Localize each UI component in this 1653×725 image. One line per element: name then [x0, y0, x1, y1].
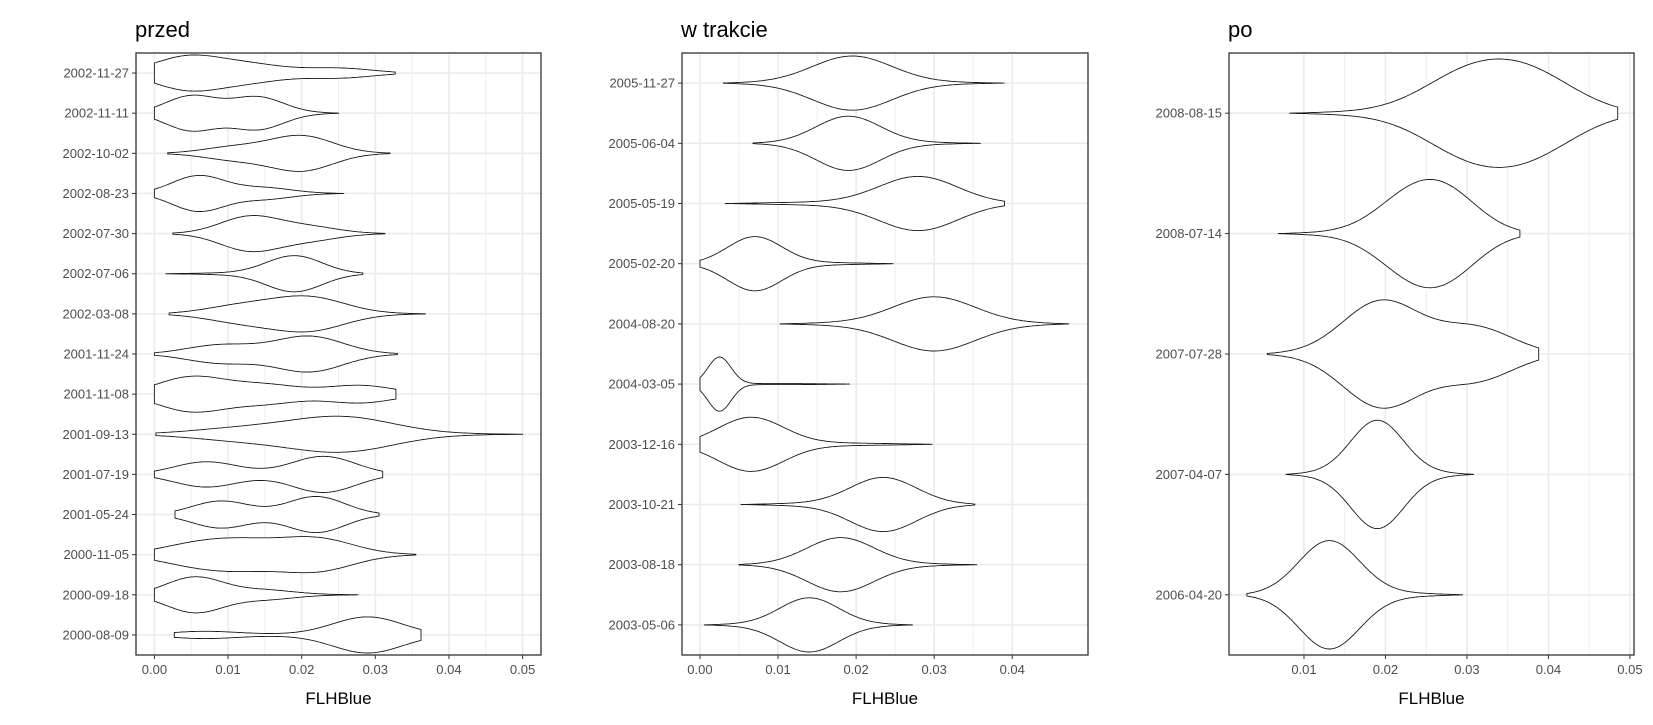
- x-tick-label: 0.05: [1617, 662, 1642, 677]
- x-tick-label: 0.03: [363, 662, 388, 677]
- violin-shape: [153, 536, 417, 574]
- y-tick-label: 2003-08-18: [609, 557, 676, 572]
- violin-shape: [153, 576, 359, 614]
- violin-shape: [703, 597, 913, 653]
- y-tick-label: 2001-07-19: [63, 467, 130, 482]
- violin-shape: [1277, 178, 1521, 289]
- x-tick-label: 0.03: [922, 662, 947, 677]
- violin-shape: [779, 296, 1069, 352]
- y-tick-label: 2006-04-20: [1156, 587, 1223, 602]
- violin-shape: [153, 174, 345, 212]
- violin-shape: [172, 215, 386, 253]
- x-tick-label: 0.01: [215, 662, 240, 677]
- panel-border: [681, 52, 1089, 656]
- x-tick-label: 0.00: [687, 662, 712, 677]
- violin-shape: [153, 54, 396, 92]
- violin-shape: [740, 476, 976, 533]
- y-tick-label: 2003-05-06: [609, 617, 676, 632]
- violin-shape: [699, 416, 933, 472]
- x-tick-label: 0.04: [436, 662, 461, 677]
- y-tick-label: 2007-07-28: [1156, 347, 1223, 362]
- x-tick-label: 0.02: [843, 662, 868, 677]
- violin-shape: [752, 115, 981, 171]
- y-tick-label: 2002-07-30: [63, 226, 130, 241]
- y-tick-label: 2005-11-27: [609, 76, 675, 91]
- violin-shape: [174, 496, 380, 534]
- x-tick-label: 0.01: [765, 662, 790, 677]
- y-tick-label: 2001-11-08: [63, 387, 129, 402]
- y-tick-label: 2003-12-16: [609, 437, 676, 452]
- violin-shape: [724, 175, 1005, 232]
- y-tick-label: 2001-05-24: [63, 507, 130, 522]
- violin-shape: [1289, 58, 1619, 168]
- panel-przed: przed FLHBlue 2000-08-09 2000-09-18 2000-1…: [63, 17, 542, 708]
- panel-title: po: [1228, 17, 1252, 42]
- y-tick-label: 2001-11-24: [63, 347, 129, 362]
- violin-shape: [167, 134, 391, 172]
- x-tick-label: 0.04: [1536, 662, 1561, 677]
- violin-shape: [738, 537, 978, 593]
- x-axis-label: FLHBlue: [1398, 689, 1464, 708]
- panel-po: po FLHBlue 2006-04-20 2007-04-07 2007-07-2…: [1156, 17, 1643, 708]
- panel-title: przed: [135, 17, 190, 42]
- y-tick-label: 2002-07-06: [63, 266, 130, 281]
- y-tick-label: 2003-10-21: [609, 497, 676, 512]
- y-tick-label: 2002-11-11: [64, 106, 129, 121]
- violin-shape: [1285, 419, 1474, 530]
- violin-shape: [168, 295, 426, 333]
- x-tick-label: 0.03: [1454, 662, 1479, 677]
- y-tick-label: 2002-03-08: [63, 306, 130, 321]
- violin-shape: [153, 94, 339, 132]
- violin-shape: [699, 356, 850, 412]
- y-tick-label: 2005-06-04: [609, 136, 676, 151]
- violin-shape: [155, 415, 524, 453]
- y-tick-label: 2004-08-20: [609, 316, 676, 331]
- y-tick-label: 2000-09-18: [63, 587, 130, 602]
- y-tick-label: 2001-09-13: [63, 427, 130, 442]
- panel-w-trakcie: w trakcie FLHBlue 2003-05-06 2003-08-18 20…: [609, 17, 1089, 708]
- violin-shape: [1266, 299, 1540, 409]
- panel-title: w trakcie: [680, 17, 768, 42]
- y-tick-label: 2000-11-05: [63, 547, 129, 562]
- violin-shape: [699, 236, 894, 292]
- x-tick-label: 0.04: [1000, 662, 1025, 677]
- violin-shape: [173, 616, 422, 654]
- x-axis-label: FLHBlue: [852, 689, 918, 708]
- violin-shape: [1246, 540, 1463, 650]
- y-tick-label: 2002-11-27: [63, 66, 129, 81]
- violin-shape: [722, 55, 1005, 111]
- y-tick-label: 2005-05-19: [609, 196, 676, 211]
- y-tick-label: 2000-08-09: [63, 627, 130, 642]
- y-tick-label: 2005-02-20: [609, 256, 676, 271]
- x-axis-label: FLHBlue: [305, 689, 371, 708]
- y-tick-label: 2008-07-14: [1156, 226, 1223, 241]
- violin-shape: [153, 455, 384, 493]
- y-tick-label: 2002-10-02: [63, 146, 130, 161]
- violin-shape: [153, 335, 398, 373]
- violin-shape: [165, 255, 364, 293]
- x-tick-label: 0.02: [1373, 662, 1398, 677]
- violin-shape: [153, 375, 397, 413]
- x-tick-label: 0.02: [289, 662, 314, 677]
- x-tick-label: 0.05: [510, 662, 535, 677]
- y-tick-label: 2002-08-23: [63, 186, 130, 201]
- y-tick-label: 2004-03-05: [609, 377, 676, 392]
- y-tick-label: 2007-04-07: [1156, 467, 1223, 482]
- x-tick-label: 0.00: [142, 662, 167, 677]
- x-tick-label: 0.01: [1291, 662, 1316, 677]
- y-tick-label: 2008-08-15: [1156, 106, 1223, 121]
